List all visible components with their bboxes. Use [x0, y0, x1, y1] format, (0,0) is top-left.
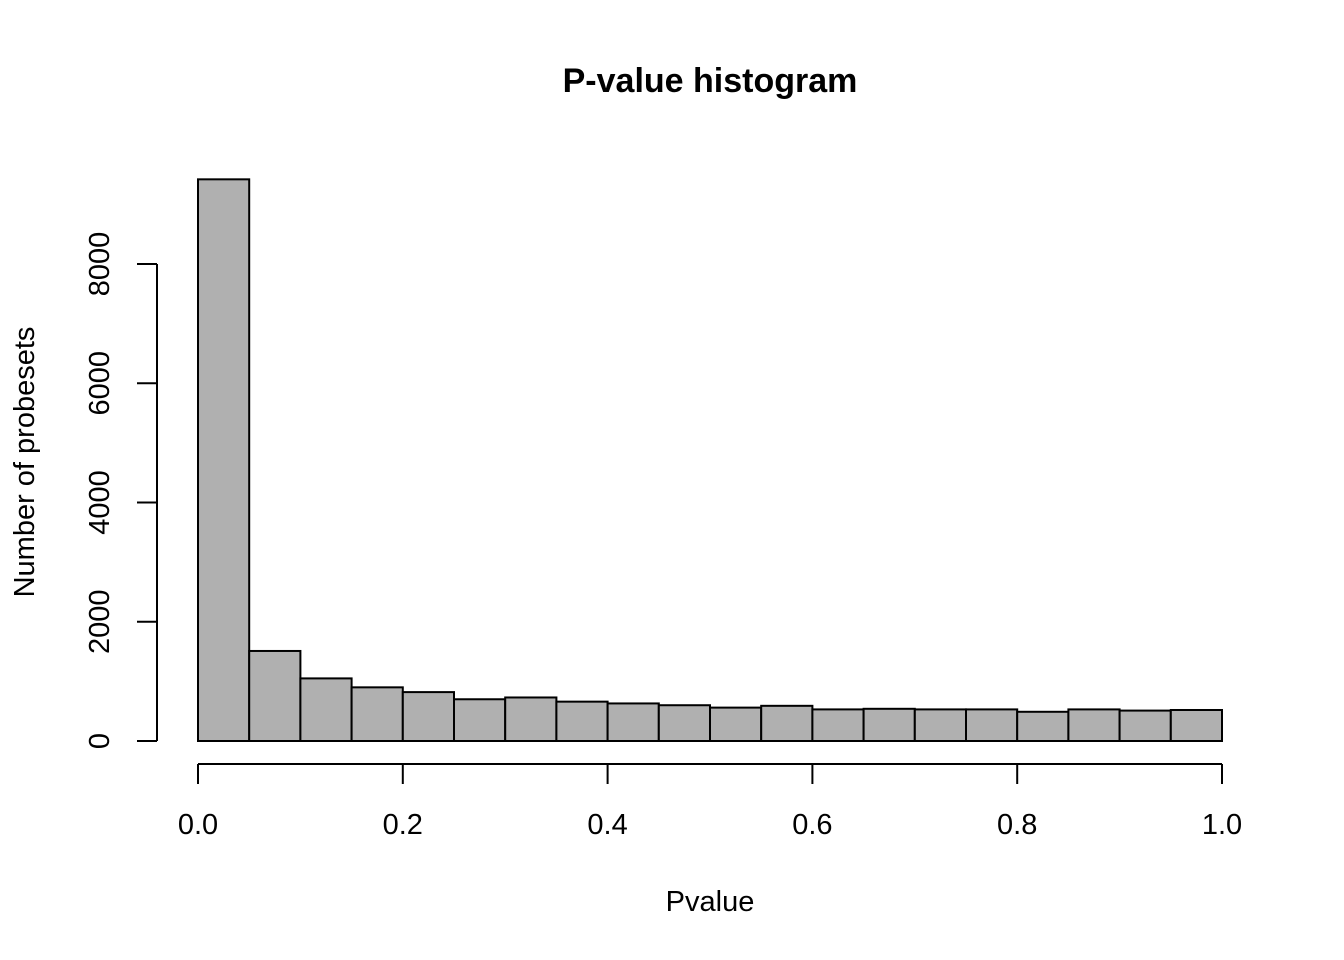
histogram-bar	[862, 707, 916, 742]
x-tick-label: 0.8	[997, 809, 1037, 841]
histogram-bar	[811, 708, 865, 742]
histogram-bar	[760, 704, 814, 742]
histogram-bar	[299, 677, 353, 742]
histogram-bar	[1118, 709, 1172, 742]
x-tick-label: 0.2	[383, 809, 423, 841]
histogram-bar	[197, 178, 251, 742]
histogram-bar	[965, 708, 1019, 742]
histogram-bar	[657, 704, 711, 742]
x-axis: 0.0 0.2 0.4 0.6 0.8 1.0	[178, 763, 1242, 841]
histogram-bar	[913, 708, 967, 742]
x-tick-label: 0.0	[178, 809, 218, 841]
y-tick-label: 4000	[84, 470, 116, 535]
y-tick-label: 0	[84, 733, 116, 749]
histogram-bar	[504, 696, 558, 743]
y-tick-label: 8000	[84, 232, 116, 297]
histogram-bar	[1067, 708, 1121, 742]
histogram-bar	[1169, 708, 1224, 742]
histogram-bar	[248, 649, 302, 742]
x-axis-label: Pvalue	[666, 886, 755, 918]
histogram-bar	[1016, 710, 1070, 743]
histogram-bar	[555, 700, 609, 743]
histogram-bar	[606, 702, 660, 743]
histogram-bar	[350, 686, 404, 743]
histogram-bars	[197, 178, 1224, 743]
y-tick-label: 2000	[84, 589, 116, 654]
x-tick-label: 0.6	[792, 809, 832, 841]
chart-title: P-value histogram	[563, 62, 858, 100]
histogram-bar	[709, 706, 763, 742]
y-axis: 0 2000 4000 6000 8000	[84, 232, 158, 749]
x-tick-label: 1.0	[1202, 809, 1242, 841]
histogram-bar	[401, 691, 455, 742]
y-tick-label: 6000	[84, 351, 116, 416]
x-tick-label: 0.4	[587, 809, 627, 841]
y-axis-label: Number of probesets	[9, 327, 41, 598]
histogram-bar	[453, 698, 507, 743]
